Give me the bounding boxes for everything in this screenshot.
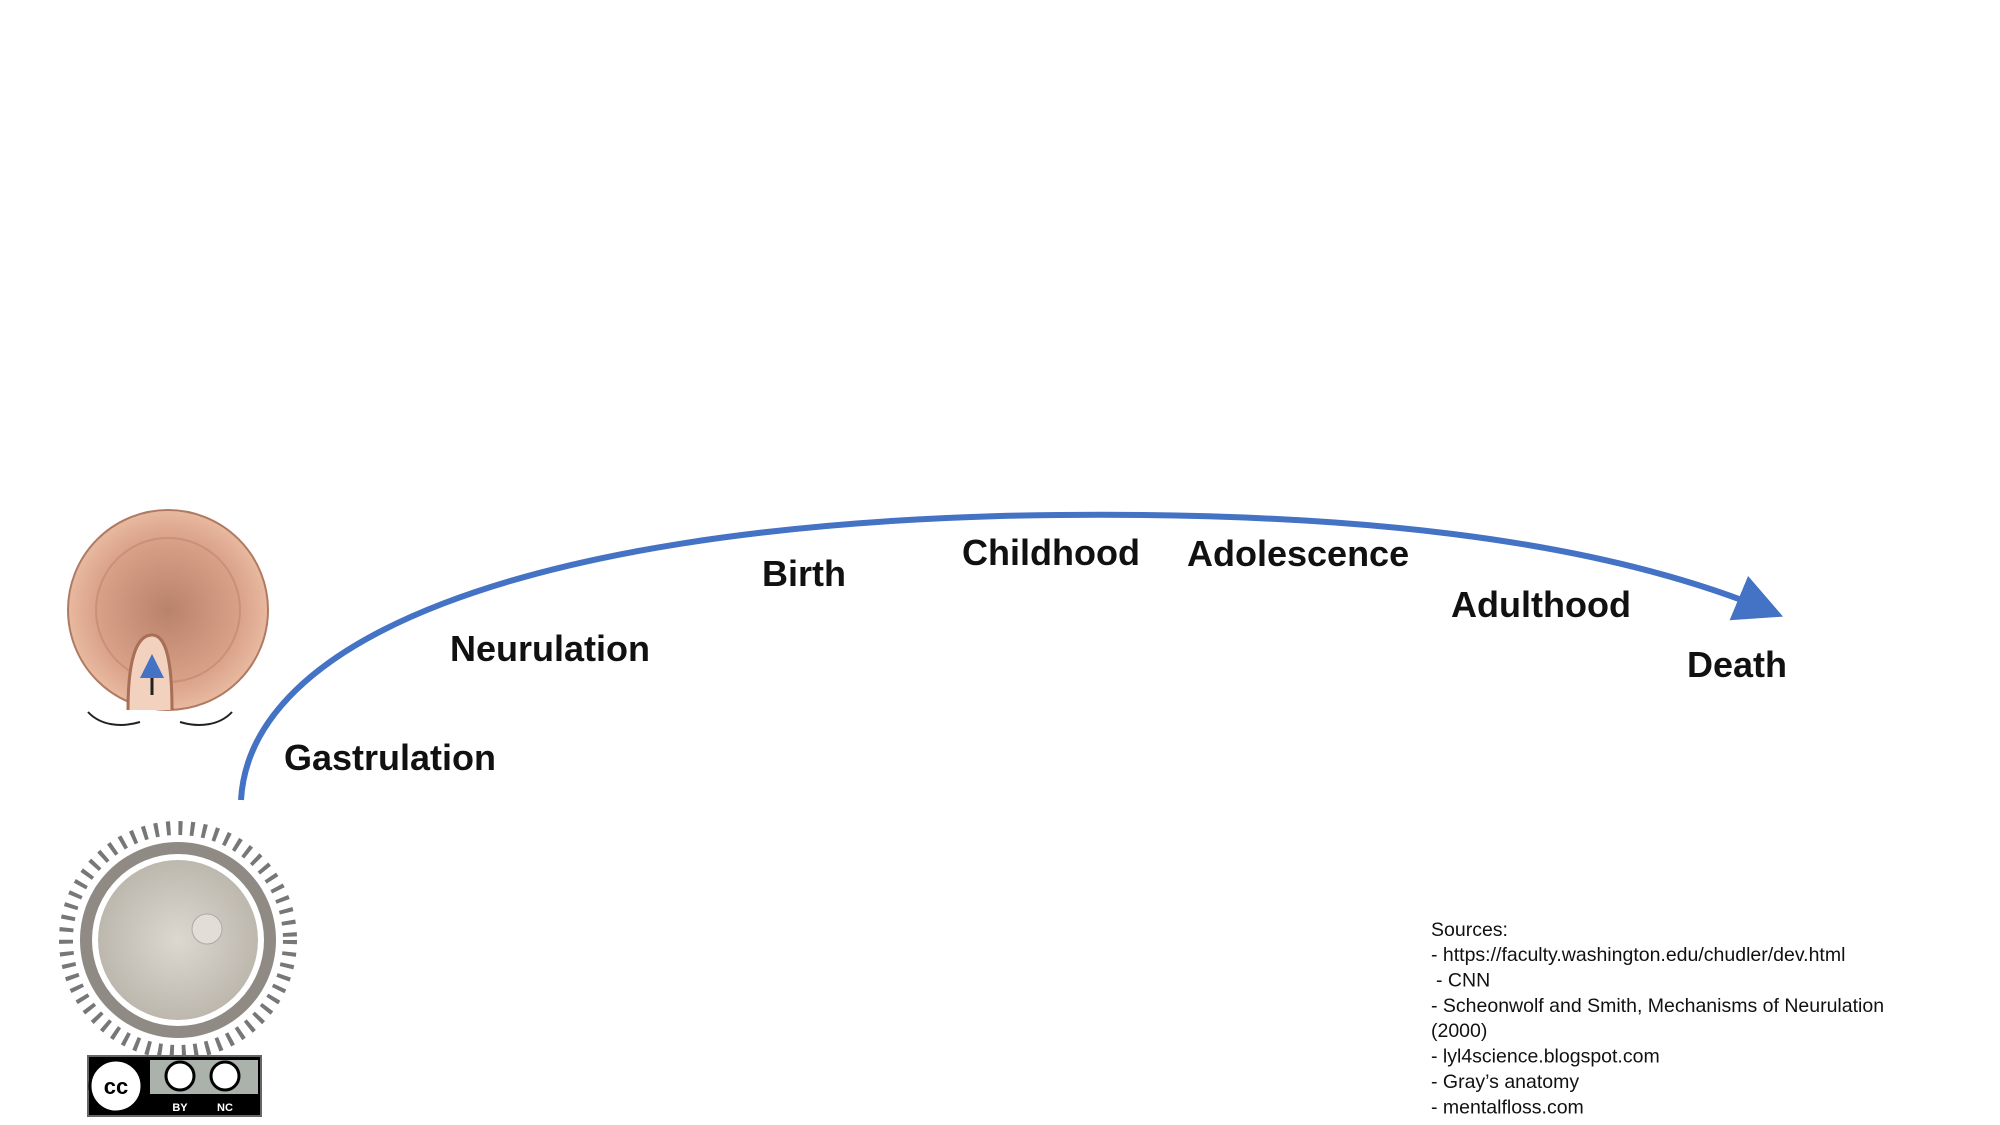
stage-label: Adolescence bbox=[1187, 533, 1409, 574]
stage-label: Adulthood bbox=[1451, 584, 1631, 625]
stage-label: Birth bbox=[762, 553, 846, 594]
source-line: - lyl4science.blogspot.com bbox=[1431, 1046, 1660, 1068]
timeline-arrow bbox=[238, 511, 1784, 801]
cc-logo: cc bbox=[104, 1074, 128, 1099]
stage-label: Childhood bbox=[962, 532, 1140, 573]
sources-title: Sources: bbox=[1431, 919, 1508, 941]
egg-illustration bbox=[59, 821, 297, 1059]
stage-label: Death bbox=[1687, 644, 1787, 685]
stage-label: Neurulation bbox=[450, 628, 650, 669]
nc-label: NC bbox=[217, 1102, 233, 1114]
stage-labels: Gastrulation Neurulation Birth Childhood Ado… bbox=[284, 532, 1787, 778]
source-line: - Gray’s anatomy bbox=[1431, 1071, 1579, 1093]
license-badge: cc BY NC bbox=[87, 1055, 262, 1117]
source-line: - mentalfloss.com bbox=[1431, 1096, 1584, 1118]
sources: Sources: - https://faculty.washington.edu… bbox=[1431, 919, 1884, 1118]
by-label: BY bbox=[172, 1102, 188, 1114]
source-line: - https://faculty.washington.edu/chudler… bbox=[1431, 944, 1845, 966]
stage-label: Gastrulation bbox=[284, 737, 496, 778]
source-line: - Scheonwolf and Smith, Mechanisms of Ne… bbox=[1431, 995, 1884, 1017]
source-line: (2000) bbox=[1431, 1020, 1487, 1042]
source-line: - CNN bbox=[1436, 969, 1490, 991]
gastrula-illustration bbox=[67, 509, 269, 726]
